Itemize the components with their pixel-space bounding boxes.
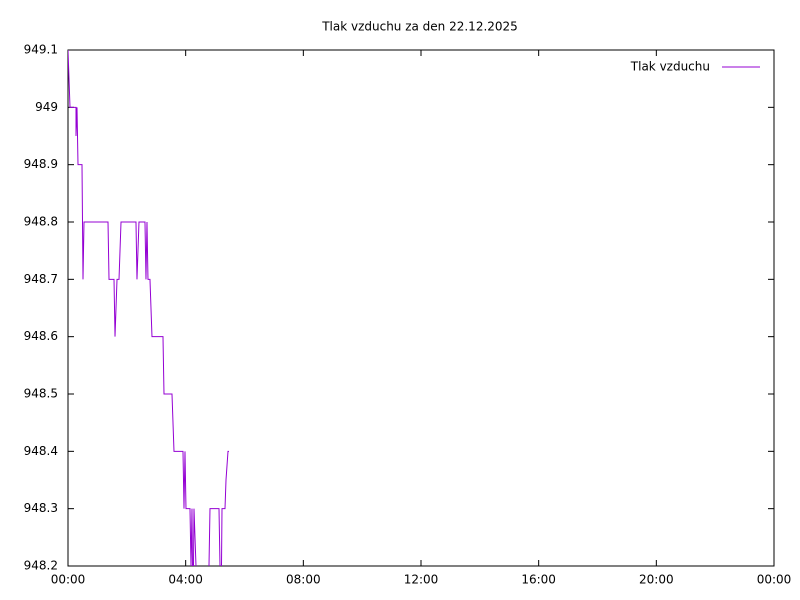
y-tick-label: 949: [35, 100, 58, 114]
plot-border: [67, 49, 775, 567]
y-tick-label: 948.9: [24, 157, 58, 171]
y-tick-label: 948.8: [24, 215, 58, 229]
x-tick-label: 00:00: [757, 573, 792, 587]
y-tick-label: 948.4: [24, 444, 58, 458]
x-tick-label: 08:00: [286, 573, 321, 587]
y-tick-label: 948.5: [24, 387, 58, 401]
x-tick-label: 12:00: [404, 573, 439, 587]
x-tick-label: 20:00: [639, 573, 674, 587]
y-tick-label: 948.2: [24, 559, 58, 573]
y-tick-label: 948.3: [24, 501, 58, 515]
x-tick-label: 04:00: [168, 573, 203, 587]
y-tick-label: 948.7: [24, 272, 58, 286]
chart-title: Tlak vzduchu za den 22.12.2025: [321, 20, 518, 34]
x-tick-label: 16:00: [521, 573, 556, 587]
data-line: [68, 50, 229, 566]
y-tick-label: 949.1: [24, 43, 58, 57]
legend-label: Tlak vzduchu: [630, 60, 710, 74]
x-tick-label: 00:00: [51, 573, 86, 587]
y-tick-label: 948.6: [24, 329, 58, 343]
